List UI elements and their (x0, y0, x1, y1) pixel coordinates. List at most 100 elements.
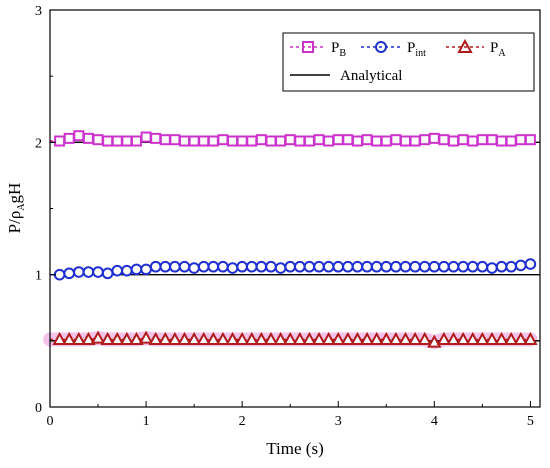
series-p-int-point-29 (332, 260, 345, 273)
series-p-a-point-5 (100, 331, 115, 346)
series-p-a-point-28 (321, 331, 336, 346)
x-tick-label-3: 3 (335, 414, 342, 429)
series-p-b-point-11 (159, 134, 171, 146)
series-p-int-point-7 (121, 264, 133, 277)
series-p-int-point-18 (226, 262, 239, 274)
series-p-int-point-0 (53, 268, 66, 281)
series-p-int-point-34 (380, 260, 393, 273)
series-p-a-point-36 (398, 331, 413, 346)
series-p-int-point-45 (486, 262, 498, 274)
series-p-a-point-7 (119, 331, 135, 346)
x-tick-label-0: 0 (47, 414, 54, 429)
series-p-a-point-49 (523, 331, 538, 346)
series-p-int-point-1 (63, 267, 76, 280)
series-p-a-point-46 (494, 331, 509, 346)
series-p-a-point-16 (206, 331, 221, 346)
series-p-b-point-34 (380, 135, 392, 147)
legend-p-b-label: PB (331, 40, 346, 59)
series-p-a-point-37 (407, 331, 423, 346)
series-p-b-point-2 (73, 130, 85, 142)
series-p-int-point-4 (92, 266, 104, 278)
series-p-int-point-28 (322, 260, 335, 273)
series-p-a-point-38 (417, 331, 432, 346)
series-p-a-point-48 (513, 331, 528, 346)
series-p-b-point-12 (169, 134, 181, 146)
series-p-int-point-27 (313, 260, 325, 273)
series-p-a-point-1 (62, 331, 77, 346)
y-tick-label-0: 0 (35, 401, 42, 416)
legend-p-int-marker (375, 41, 387, 53)
series-p-b-point-25 (294, 135, 306, 147)
legend-box (282, 32, 535, 92)
series-p-a-point-39 (427, 334, 442, 348)
series-p-a-point-20 (244, 331, 259, 346)
series-layer (50, 130, 538, 348)
series-p-a-point-29 (331, 331, 346, 346)
series-p-a-point-45 (484, 331, 500, 346)
legend-p-b-marker (302, 41, 314, 53)
series-p-b-point-28 (323, 135, 335, 147)
series-p-b-point-30 (342, 134, 354, 146)
series-p-int-point-25 (294, 260, 306, 273)
series-p-int-point-8 (130, 263, 143, 276)
series-p-int-point-41 (447, 260, 460, 273)
series-p-int-point-32 (361, 260, 373, 273)
series-p-a-point-17 (215, 331, 231, 346)
series-p-b-point-19 (236, 135, 248, 147)
series-p-int-point-42 (457, 260, 469, 273)
series-p-int-point-20 (245, 260, 258, 273)
x-tick-label-4: 4 (431, 414, 438, 429)
series-p-b-point-8 (130, 135, 142, 147)
legend-p-a-label: PA (490, 40, 506, 59)
x-tick-label-1: 1 (143, 414, 150, 429)
x-tick-label-5: 5 (527, 414, 534, 429)
series-p-int-point-10 (149, 260, 162, 273)
analytical-lines (50, 141, 540, 342)
series-p-a-point-44 (475, 331, 490, 346)
series-p-b-point-32 (361, 134, 373, 146)
series-p-a-point-33 (369, 331, 384, 346)
series-p-int-point-23 (274, 262, 287, 274)
series-p-b-point-24 (284, 134, 296, 146)
series-p-int-point-36 (399, 260, 412, 273)
series-p-b-point-16 (207, 135, 219, 147)
series-p-int-point-12 (169, 260, 181, 273)
series-p-b-point-36 (399, 135, 411, 147)
series-p-b-point-38 (419, 134, 431, 146)
series-p-b-point-31 (351, 135, 363, 147)
series-p-a-point-47 (503, 331, 519, 346)
series-p-a-point-4 (90, 330, 106, 344)
series-p-int-point-21 (255, 260, 268, 273)
series-p-b-point-37 (409, 135, 421, 147)
legend-p-int-label: Pint (407, 40, 426, 59)
series-p-a-point-10 (148, 331, 163, 346)
series-p-b-point-14 (188, 135, 200, 147)
series-p-a-point-2 (71, 331, 87, 346)
series-p-int-point-15 (197, 260, 210, 273)
series-p-int-point-14 (188, 262, 200, 274)
legend-p-a-marker (457, 38, 473, 53)
series-p-b-point-41 (448, 135, 460, 147)
series-p-a-point-24 (283, 331, 298, 346)
series-p-b-point-18 (227, 135, 239, 147)
series-p-b-point-5 (102, 135, 114, 147)
series-p-b-point-27 (313, 134, 325, 146)
series-p-b-point-20 (246, 135, 258, 147)
series-p-int-point-16 (207, 260, 220, 273)
series-p-b-point-7 (121, 135, 133, 147)
series-p-b-point-47 (505, 135, 517, 147)
series-p-int-point-24 (284, 260, 296, 273)
series-p-int-point-6 (111, 264, 124, 277)
series-p-b-point-9 (140, 131, 152, 143)
series-p-a-point-9 (138, 330, 154, 344)
series-p-int-point-13 (178, 260, 191, 273)
series-p-int-point-33 (370, 260, 383, 273)
series-p-a-point-42 (455, 331, 471, 346)
series-p-a-point-18 (225, 331, 240, 346)
series-p-a-point-32 (359, 331, 375, 346)
series-p-a-point-25 (292, 331, 307, 346)
series-p-int-point-11 (159, 260, 172, 273)
series-p-int-point-48 (514, 259, 527, 272)
series-p-a-point-19 (234, 331, 250, 346)
